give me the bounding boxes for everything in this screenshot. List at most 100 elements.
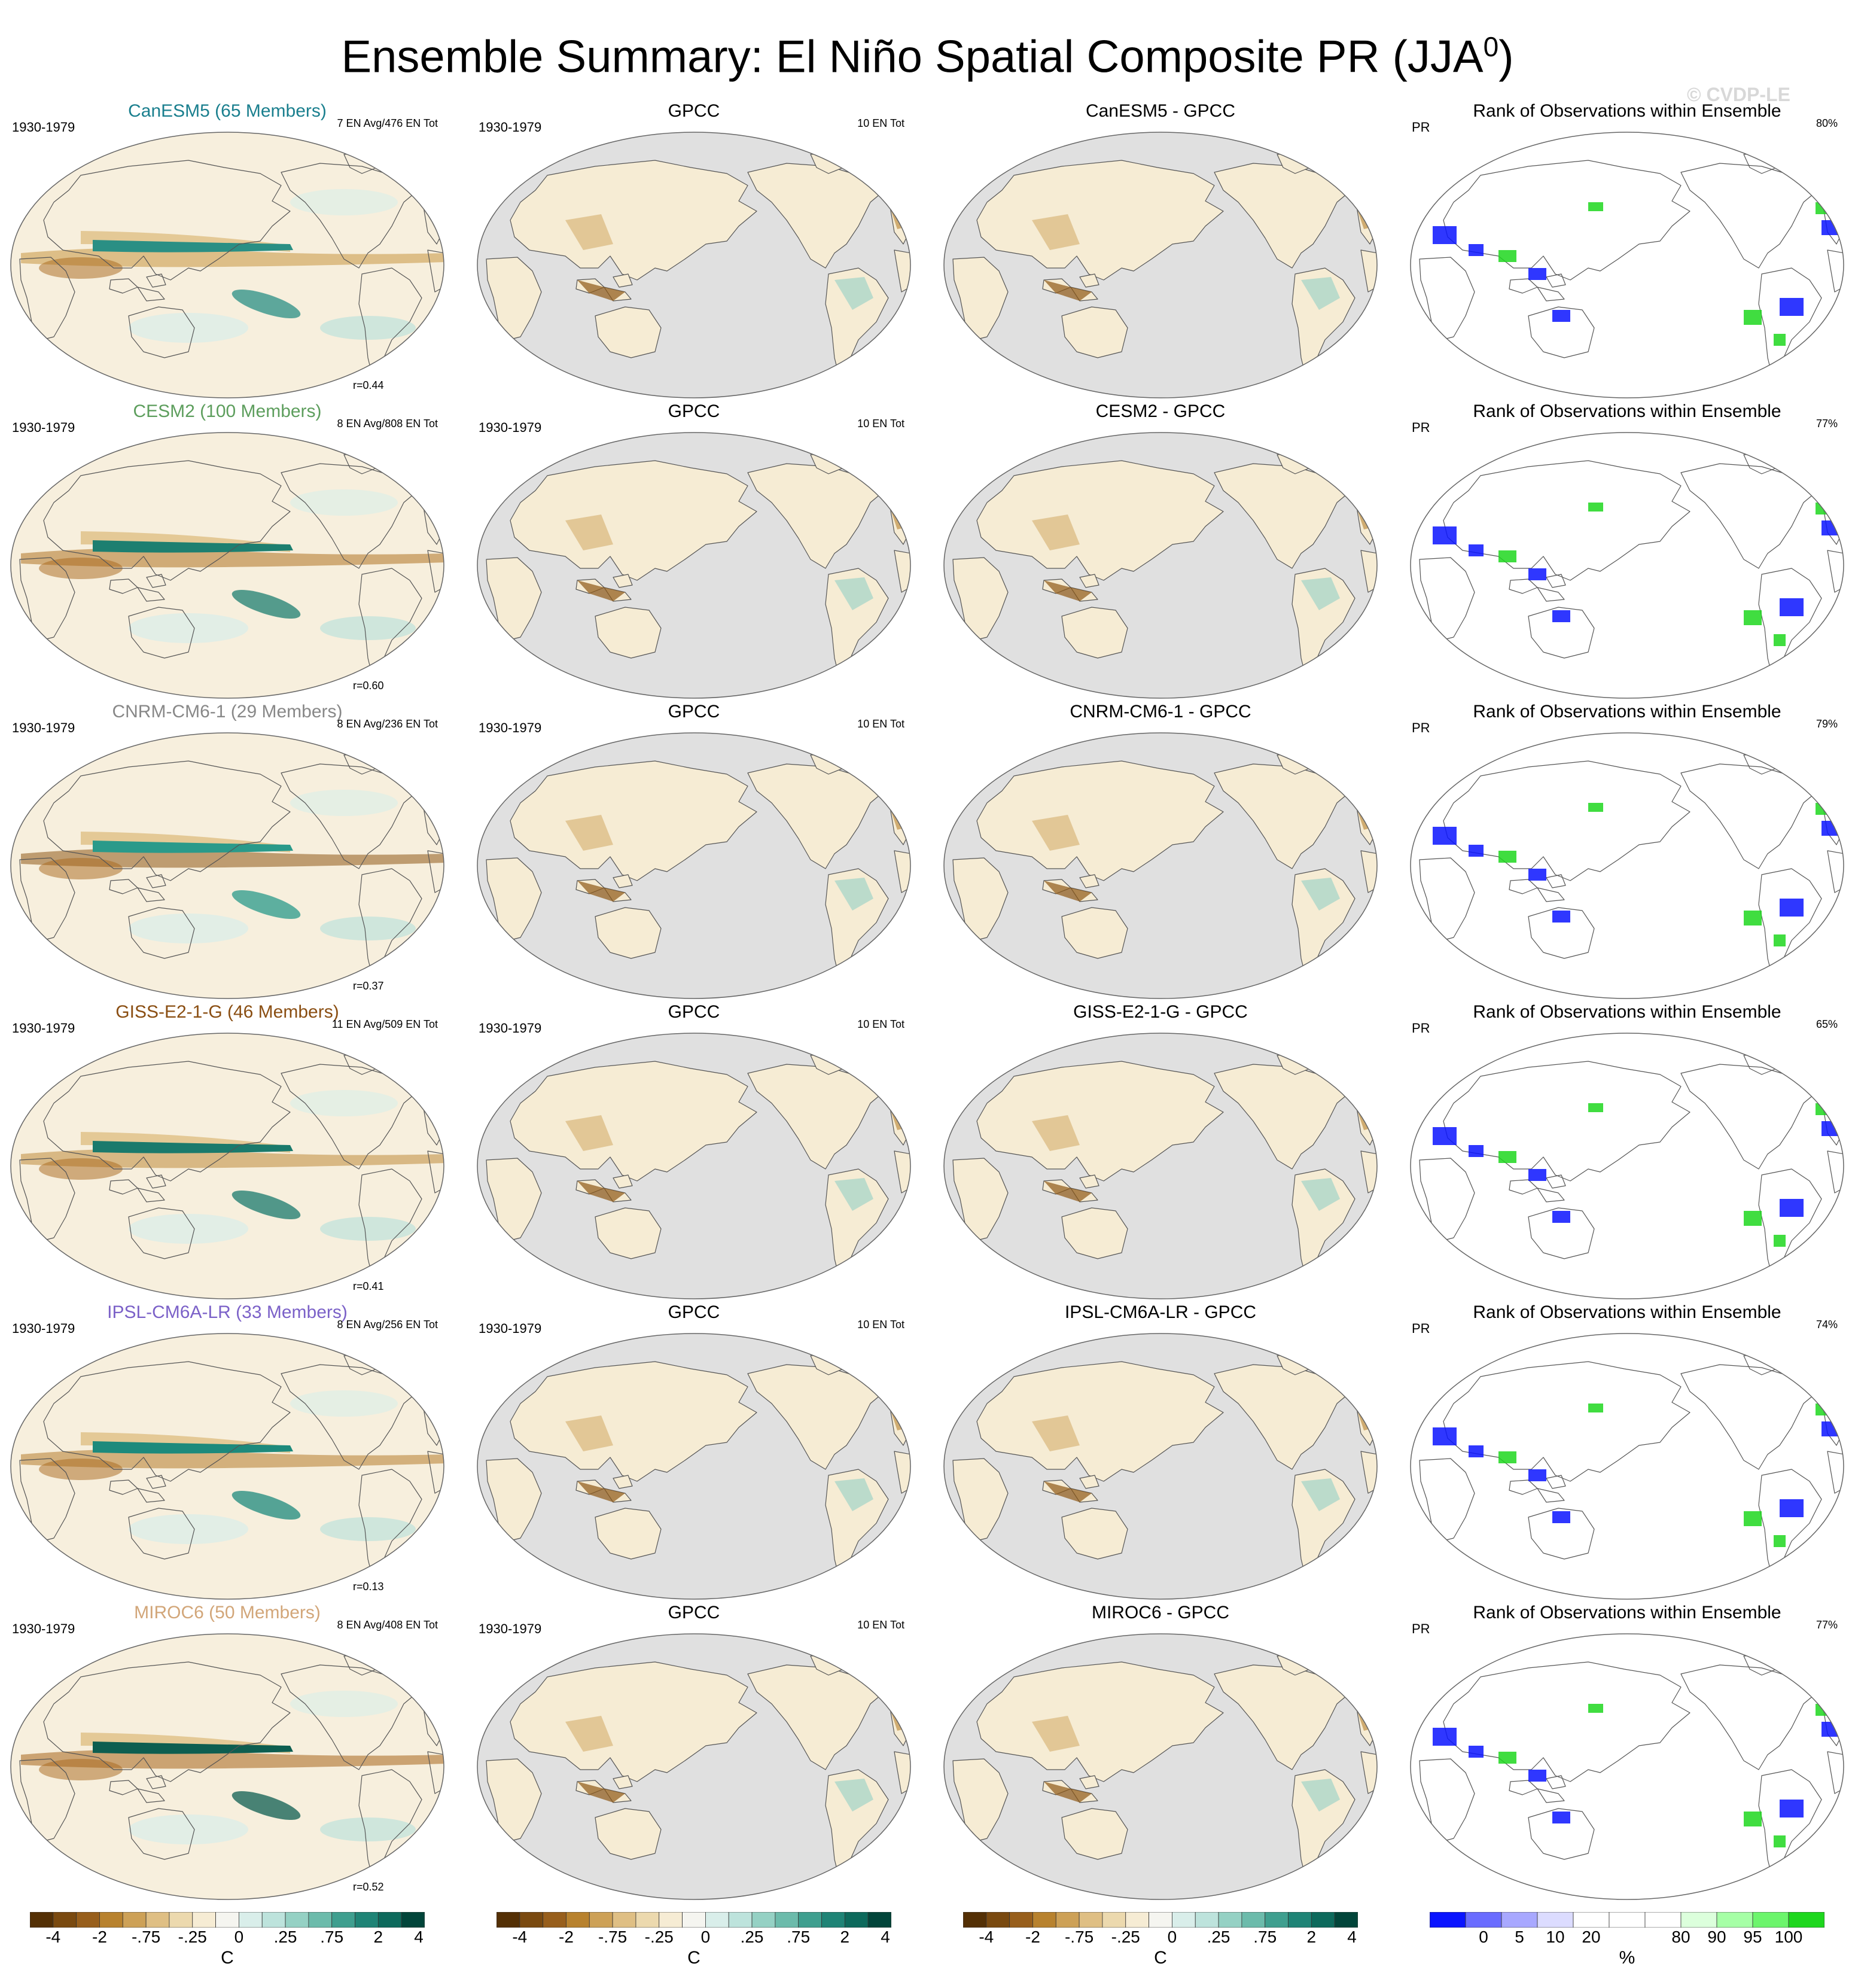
anomaly-colorbar: -4 -2 -.75 -.25 0 .25 .75 2 4 C [30,1912,425,1967]
pattern-correlation: r=0.41 [353,1280,384,1292]
rank-colorbar: 0 5 10 20 80 90 95 100% [1430,1912,1824,1967]
model-panel: CanESM5 (65 Members) 1930-1979 7 EN Avg/47… [0,101,455,401]
diff-panel-title: MIROC6 - GPCC [1091,1603,1229,1622]
colorbar-swatch [285,1912,309,1928]
colorbar-unit: C [221,1948,234,1968]
obs-map [477,132,911,398]
colorbar-tick-label: .25 [740,1928,764,1946]
rank-map [1410,1033,1844,1299]
colorbar-swatch [215,1912,239,1928]
colorbar-tick-label: -4 [45,1928,61,1946]
colorbar-tick-label: -2 [92,1928,107,1946]
colorbar-swatch [963,1912,987,1928]
diff-map [943,1033,1378,1299]
model-panel-title: IPSL-CM6A-LR (33 Members) [107,1302,348,1322]
obs-map [477,1633,911,1900]
colorbar-swatch [589,1912,613,1928]
colorbar-tick-label: 4 [881,1928,890,1946]
colorbar-swatch [612,1912,636,1928]
model-panel-title: GISS-E2-1-G (46 Members) [115,1002,339,1022]
colorbar-swatch [1218,1912,1242,1928]
colorbar-tick-label: 80 [1671,1928,1690,1946]
colorbar-tick-label: .75 [787,1928,811,1946]
period-label: 1930-1979 [479,720,542,735]
period-label: 1930-1979 [12,1621,75,1636]
rank-percent: 79% [1816,718,1838,730]
colorbar-unit: % [1619,1948,1635,1968]
colorbar-swatch [635,1912,660,1928]
colorbar-swatch [1430,1912,1466,1928]
rank-panel: Rank of Observations within Ensemble PR 80… [1400,101,1854,401]
rank-panel: Rank of Observations within Ensemble PR 77… [1400,401,1854,702]
colorbar-tick-label: -.75 [1064,1928,1094,1946]
colorbar-unit: C [1154,1948,1167,1968]
period-label: 1930-1979 [479,420,542,435]
rank-percent: 74% [1816,1319,1838,1331]
colorbar-tick-label: 5 [1515,1928,1524,1946]
colorbar-swatch [1009,1912,1033,1928]
colorbar-tick-label: -.25 [178,1928,207,1946]
colorbar-tick-label: .75 [320,1928,344,1946]
model-panel: GISS-E2-1-G (46 Members) 1930-1979 11 EN A… [0,1001,455,1302]
colorbar-swatch [1125,1912,1149,1928]
model-panel-title: CNRM-CM6-1 (29 Members) [112,702,343,721]
diff-map [943,432,1378,699]
colorbar-swatch [1079,1912,1103,1928]
watermark: © CVDP-LE [1687,84,1790,105]
diff-panel: CNRM-CM6-1 - GPCC [933,701,1388,1002]
colorbar-swatch [145,1912,170,1928]
colorbar-swatch [1265,1912,1289,1928]
colorbar-swatch [497,1912,520,1928]
colorbar-swatch [1644,1912,1682,1928]
obs-en-info: 10 EN Tot [857,1018,904,1030]
colorbar-tick-label: 95 [1743,1928,1762,1946]
period-label: 1930-1979 [12,1321,75,1336]
colorbar-swatch [308,1912,333,1928]
colorbar-swatch [1288,1912,1312,1928]
pattern-correlation: r=0.60 [353,680,384,692]
colorbar-swatch [1609,1912,1646,1928]
rank-variable: PR [1412,1621,1430,1636]
anomaly-colorbar: -4 -2 -.75 -.25 0 .25 .75 2 4 C [497,1912,891,1967]
colorbar-swatch [543,1912,566,1928]
colorbar-swatch [169,1912,193,1928]
colorbar-swatch [1334,1912,1358,1928]
obs-panel-title: GPCC [668,101,720,121]
rank-variable: PR [1412,420,1430,435]
rank-map [1410,1633,1844,1900]
colorbar-tick-label: .25 [1207,1928,1230,1946]
colorbar-tick-label: 2 [373,1928,383,1946]
colorbar-tick-label: 100 [1774,1928,1803,1946]
period-label: 1930-1979 [12,420,75,435]
colorbar-tick-label: 0 [700,1928,711,1946]
obs-en-info: 10 EN Tot [857,718,904,730]
period-label: 1930-1979 [479,1621,542,1636]
obs-panel: GPCC 1930-1979 10 EN Tot [467,1602,921,1903]
colorbar-swatch [1716,1912,1753,1928]
period-label: 1930-1979 [479,1321,542,1336]
rank-percent: 77% [1816,1619,1838,1631]
colorbar-swatch [751,1912,776,1928]
obs-map [477,1033,911,1299]
colorbar-swatch [682,1912,706,1928]
model-panel: CNRM-CM6-1 (29 Members) 1930-1979 8 EN Avg… [0,701,455,1002]
rank-panel-title: Rank of Observations within Ensemble [1473,1302,1781,1322]
colorbar-swatch [821,1912,845,1928]
rank-panel-title: Rank of Observations within Ensemble [1473,101,1781,121]
en-info: 8 EN Avg/408 EN Tot [337,1619,438,1631]
period-label: 1930-1979 [479,1021,542,1036]
colorbar-swatch [1537,1912,1574,1928]
rank-percent: 80% [1816,117,1838,129]
obs-panel-title: GPCC [668,702,720,721]
colorbar-swatch [986,1912,1010,1928]
rank-variable: PR [1412,120,1430,135]
rank-variable: PR [1412,1321,1430,1336]
obs-panel-title: GPCC [668,1302,720,1322]
obs-panel-title: GPCC [668,1603,720,1622]
rank-panel-title: Rank of Observations within Ensemble [1473,1603,1781,1622]
colorbar-swatch [261,1912,286,1928]
colorbar-swatch [1195,1912,1219,1928]
colorbar-tick-label: 2 [1306,1928,1317,1946]
model-map [10,132,444,398]
colorbar-tick-label: 0 [1167,1928,1177,1946]
